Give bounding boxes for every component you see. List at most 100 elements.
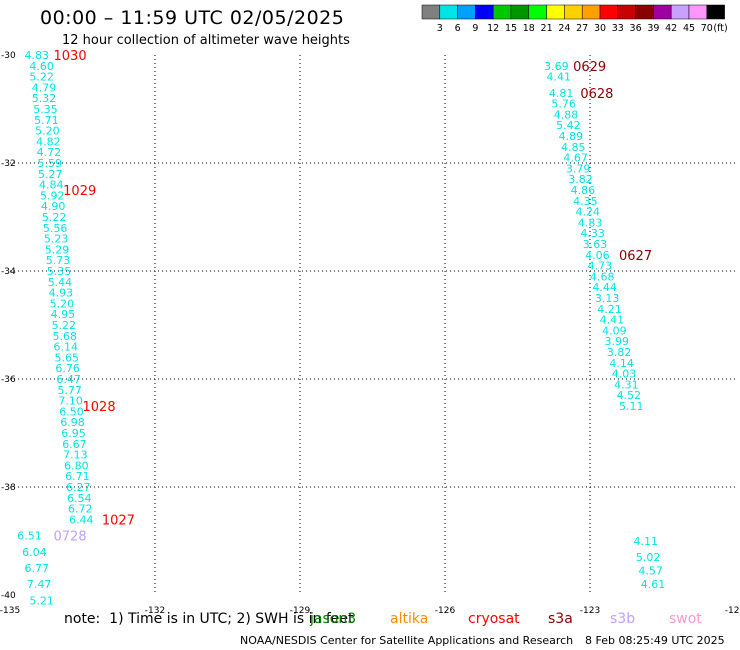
data-point-cryosat: 4.84 bbox=[39, 179, 64, 192]
x-tick-label: -132 bbox=[145, 606, 165, 616]
data-point-cryosat: 6.54 bbox=[67, 492, 92, 505]
legend-altika: altika bbox=[390, 611, 429, 627]
data-point-cryosat: 6.14 bbox=[54, 341, 79, 354]
data-point-s3a: 4.68 bbox=[590, 270, 615, 283]
footer-credit: NOAA/NESDIS Center for Satellite Applica… bbox=[240, 634, 574, 647]
color-scale-bar: 3 6 9 12 15 18 21 24 27 30 33 36 39 42 45 70 (ft) bbox=[421, 4, 728, 34]
data-point-s3a: 3.82 bbox=[568, 173, 593, 186]
scale-tick-label: 15 bbox=[505, 23, 517, 34]
data-point-cryosat: 6.71 bbox=[65, 470, 90, 483]
data-point-cryosat: 5.22 bbox=[42, 211, 67, 224]
data-point-s3a: 5.42 bbox=[556, 119, 581, 132]
data-point-s3a: 4.06 bbox=[585, 249, 610, 262]
data-point-cryosat: 4.60 bbox=[29, 60, 54, 73]
scale-tick-label: 45 bbox=[683, 23, 695, 34]
data-point-cryosat: 5.65 bbox=[54, 351, 79, 364]
data-point-cryosat: 6.72 bbox=[68, 503, 93, 516]
data-point-cryosat: 4.83 bbox=[25, 49, 50, 62]
scale-tick-label: 9 bbox=[472, 23, 478, 34]
scale-tick-label: 24 bbox=[558, 23, 570, 34]
data-point-s3a: 5.76 bbox=[551, 98, 576, 111]
data-point-s3a: 3.69 bbox=[544, 60, 569, 73]
scale-tick-label: 12 bbox=[487, 23, 499, 34]
data-point-s3a: 4.21 bbox=[597, 303, 622, 316]
data-point-cryosat: 4.93 bbox=[49, 287, 74, 300]
data-point-cryosat: 5.44 bbox=[48, 276, 72, 289]
data-point-s3a: 4.03 bbox=[612, 368, 637, 381]
time-label-s3a: 0628 bbox=[580, 87, 613, 102]
x-tick-label: -123 bbox=[580, 606, 600, 616]
y-tick-label: -30 bbox=[1, 51, 16, 61]
data-point-cryosat: 5.73 bbox=[46, 254, 70, 267]
data-point-swot: 4.11 bbox=[634, 535, 659, 548]
legend-s3a: s3a bbox=[548, 611, 573, 627]
data-point-s3a: 4.85 bbox=[561, 141, 586, 154]
data-point-cryosat: 4.90 bbox=[41, 200, 66, 213]
data-point-s3a: 4.67 bbox=[563, 152, 588, 165]
data-point-cryosat: 5.23 bbox=[44, 233, 68, 246]
data-point-cryosat: 6.44 bbox=[69, 513, 94, 526]
data-point-cryosat: 5.32 bbox=[32, 92, 57, 105]
y-tick-label: -38 bbox=[1, 483, 16, 493]
data-point-cryosat: 5.35 bbox=[47, 265, 72, 278]
data-point-s3b: 6.77 bbox=[25, 562, 50, 575]
data-point-s3a: 4.83 bbox=[578, 216, 603, 229]
legend-s3b: s3b bbox=[610, 611, 636, 627]
scale-tick-label: 6 bbox=[455, 23, 461, 34]
legend-cryosat: cryosat bbox=[468, 611, 520, 627]
time-label-cryosat: 1030 bbox=[54, 49, 87, 64]
data-point-cryosat: 7.10 bbox=[58, 395, 82, 408]
data-point-s3a: 5.11 bbox=[619, 400, 644, 413]
scale-unit-label: (ft) bbox=[713, 23, 727, 34]
time-label-s3a: 0627 bbox=[619, 249, 652, 264]
scale-tick-label: 21 bbox=[541, 23, 553, 34]
data-point-s3a: 4.44 bbox=[592, 281, 617, 294]
scale-tick-label: 3 bbox=[437, 23, 443, 34]
footer-timestamp: 8 Feb 08:25:49 UTC 2025 bbox=[585, 634, 725, 647]
data-point-swot: 4.57 bbox=[638, 565, 663, 578]
legend-swot: swot bbox=[669, 611, 702, 627]
data-point-cryosat: 5.22 bbox=[52, 319, 77, 332]
data-point-s3a: 4.35 bbox=[573, 195, 598, 208]
y-tick-label: -32 bbox=[1, 159, 16, 169]
legend-note: note: 1) Time is in UTC; 2) SWH is in fe… bbox=[64, 611, 354, 627]
data-point-cryosat: 5.71 bbox=[34, 114, 59, 127]
scale-tick-label: 27 bbox=[576, 23, 588, 34]
data-point-s3a: 4.86 bbox=[571, 184, 596, 197]
data-point-cryosat: 6.98 bbox=[60, 416, 84, 429]
y-tick-label: -34 bbox=[1, 267, 16, 277]
data-point-s3a: 4.14 bbox=[609, 357, 634, 370]
y-tick-label: -36 bbox=[1, 375, 16, 385]
x-tick-label: -135 bbox=[0, 606, 20, 616]
data-point-cryosat: 5.20 bbox=[50, 297, 74, 310]
data-point-cryosat: 4.72 bbox=[37, 146, 62, 159]
data-point-cryosat: 5.35 bbox=[33, 103, 58, 116]
data-point-s3b: 5.21 bbox=[29, 594, 54, 607]
data-point-cryosat: 7.13 bbox=[63, 449, 88, 462]
data-point-swot: 5.02 bbox=[636, 551, 661, 564]
data-point-s3a: 4.41 bbox=[547, 71, 572, 84]
data-point-cryosat: 5.68 bbox=[53, 330, 78, 343]
data-point-s3a: 4.33 bbox=[580, 227, 605, 240]
data-point-s3a: 4.89 bbox=[559, 130, 584, 143]
scale-tick-label: 39 bbox=[647, 23, 659, 34]
x-tick-label: -120 bbox=[725, 606, 740, 616]
data-point-s3b: 7.47 bbox=[27, 578, 51, 591]
data-point-cryosat: 6.27 bbox=[66, 481, 91, 494]
data-point-cryosat: 5.77 bbox=[57, 384, 82, 397]
data-point-s3a: 4.81 bbox=[549, 87, 574, 100]
data-point-s3b: 6.04 bbox=[22, 546, 47, 559]
data-point-swot: 4.61 bbox=[641, 578, 666, 591]
y-tick-label: -40 bbox=[1, 591, 16, 601]
data-point-cryosat: 6.50 bbox=[59, 405, 84, 418]
data-point-cryosat: 4.79 bbox=[32, 81, 57, 94]
scale-tick-label: 33 bbox=[612, 23, 624, 34]
data-point-s3b: 6.51 bbox=[17, 530, 42, 543]
data-point-cryosat: 5.92 bbox=[40, 189, 65, 202]
time-label-s3b: 0728 bbox=[54, 530, 87, 545]
data-point-cryosat: 4.95 bbox=[51, 308, 76, 321]
data-point-cryosat: 5.29 bbox=[45, 243, 70, 256]
data-point-s3a: 3.63 bbox=[583, 238, 608, 251]
data-point-s3a: 3.13 bbox=[595, 292, 620, 305]
